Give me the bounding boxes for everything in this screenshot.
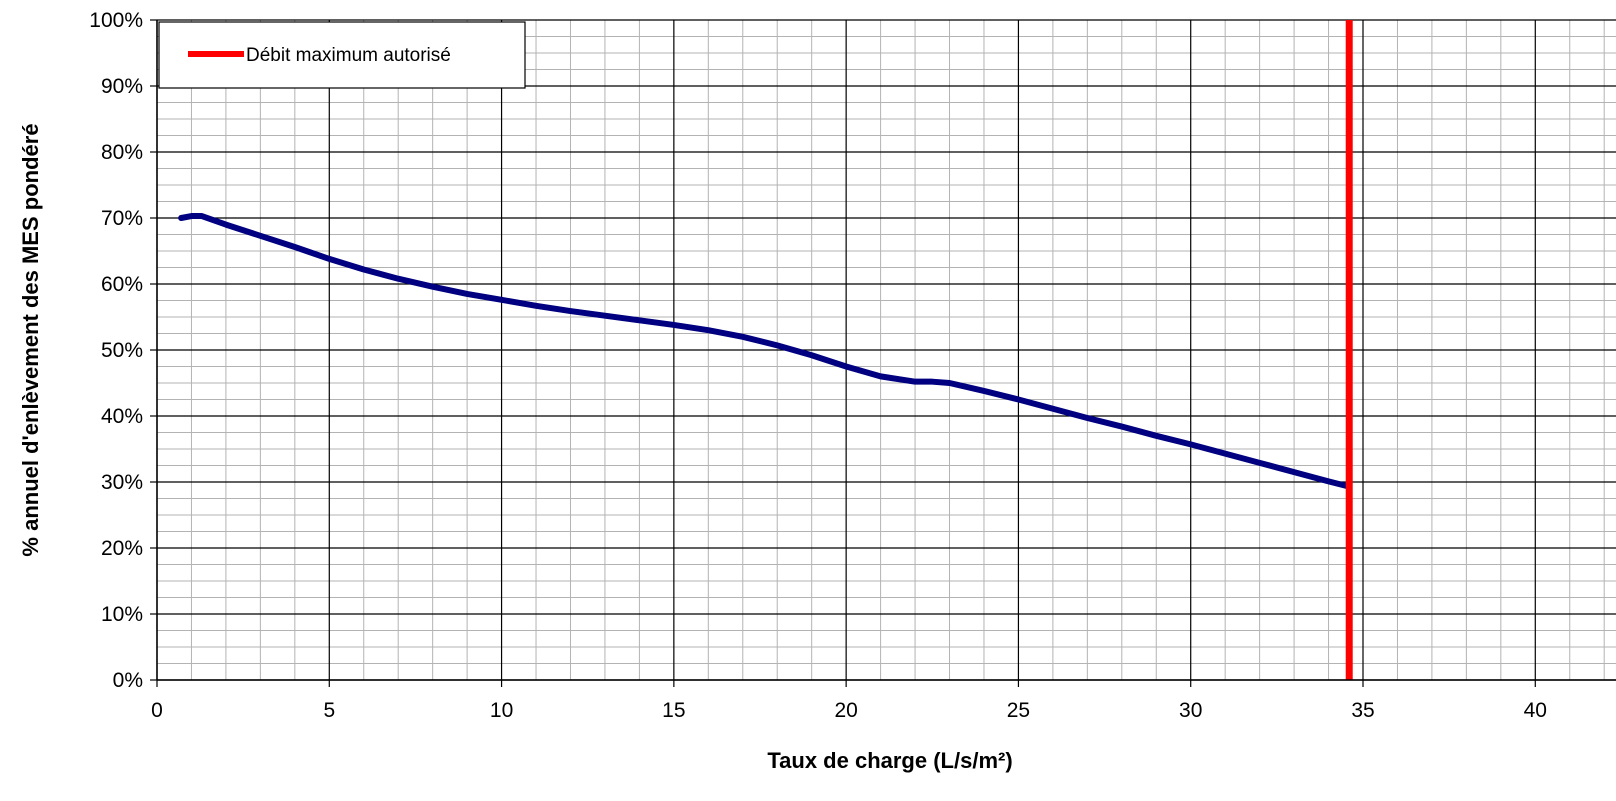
x-axis-title: Taux de charge (L/s/m²) (767, 748, 1012, 773)
y-axis-title: % annuel d'enlèvement des MES pondéré (18, 123, 43, 556)
y-tick-label: 70% (101, 207, 143, 230)
y-tick-label: 80% (101, 141, 143, 164)
x-tick-label: 0 (151, 699, 163, 722)
y-tick-label: 10% (101, 603, 143, 626)
x-tick-label: 5 (323, 699, 335, 722)
x-tick-label: 30 (1179, 699, 1202, 722)
y-tick-label: 40% (101, 405, 143, 428)
x-tick-label: 40 (1524, 699, 1547, 722)
y-tick-label: 90% (101, 75, 143, 98)
legend: Débit maximum autorisé (158, 21, 526, 89)
y-tick-label: 60% (101, 273, 143, 296)
removal-curve (178, 213, 1353, 490)
series-layer (178, 20, 1353, 680)
x-tick-label: 35 (1351, 699, 1374, 722)
legend-label: Débit maximum autorisé (246, 45, 451, 66)
x-axis-ticks: 0 5 10 15 20 25 30 35 40 (151, 680, 1547, 722)
y-tick-label: 20% (101, 537, 143, 560)
x-tick-label: 25 (1007, 699, 1030, 722)
y-tick-label: 50% (101, 339, 143, 362)
x-tick-label: 10 (490, 699, 513, 722)
y-axis-ticks: 0% 10% 20% 30% 40% 50% 60% 70% 80% 90% 100% (89, 9, 157, 692)
y-tick-label: 30% (101, 471, 143, 494)
x-tick-label: 20 (834, 699, 857, 722)
y-tick-label: 0% (113, 669, 143, 692)
x-tick-label: 15 (662, 699, 685, 722)
y-tick-label: 100% (89, 9, 143, 32)
